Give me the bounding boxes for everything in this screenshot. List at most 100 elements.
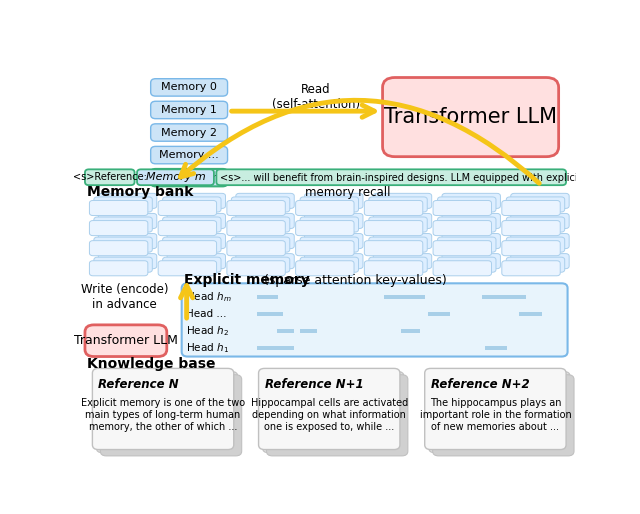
- Text: (sparse attention key-values): (sparse attention key-values): [256, 273, 447, 287]
- FancyBboxPatch shape: [150, 146, 228, 164]
- FancyBboxPatch shape: [373, 213, 432, 229]
- FancyBboxPatch shape: [150, 101, 228, 119]
- FancyBboxPatch shape: [158, 200, 216, 215]
- FancyBboxPatch shape: [296, 261, 354, 276]
- FancyBboxPatch shape: [100, 375, 242, 456]
- Text: Memory m: Memory m: [146, 172, 205, 182]
- FancyBboxPatch shape: [236, 253, 294, 269]
- FancyBboxPatch shape: [94, 257, 152, 272]
- Text: Explicit memory is one of the two
main types of long-term human
memory, the othe: Explicit memory is one of the two main t…: [81, 398, 245, 432]
- FancyBboxPatch shape: [266, 375, 408, 456]
- FancyBboxPatch shape: [373, 193, 432, 208]
- Text: Read
(self-attention): Read (self-attention): [271, 83, 360, 112]
- FancyBboxPatch shape: [373, 233, 432, 249]
- Text: Memory 1: Memory 1: [161, 105, 217, 115]
- FancyBboxPatch shape: [231, 257, 290, 272]
- FancyBboxPatch shape: [167, 213, 225, 229]
- FancyBboxPatch shape: [305, 253, 363, 269]
- FancyBboxPatch shape: [296, 221, 354, 235]
- FancyBboxPatch shape: [167, 233, 225, 249]
- FancyBboxPatch shape: [167, 253, 225, 269]
- Text: Memory 2: Memory 2: [161, 127, 217, 138]
- FancyBboxPatch shape: [506, 237, 564, 252]
- Bar: [519, 312, 543, 316]
- Text: Hippocampal cells are activated
depending on what information
one is exposed to,: Hippocampal cells are activated dependin…: [251, 398, 408, 432]
- FancyBboxPatch shape: [383, 78, 559, 157]
- FancyBboxPatch shape: [506, 197, 564, 212]
- Text: Head ...: Head ...: [186, 309, 226, 319]
- Bar: [276, 329, 294, 333]
- FancyBboxPatch shape: [90, 241, 148, 255]
- Text: memory recall: memory recall: [305, 186, 390, 199]
- FancyBboxPatch shape: [373, 253, 432, 269]
- Text: Transformer LLM: Transformer LLM: [74, 334, 178, 347]
- FancyBboxPatch shape: [90, 261, 148, 276]
- FancyBboxPatch shape: [296, 200, 354, 215]
- FancyBboxPatch shape: [158, 221, 216, 235]
- FancyBboxPatch shape: [433, 200, 492, 215]
- FancyBboxPatch shape: [85, 169, 134, 185]
- FancyBboxPatch shape: [236, 193, 294, 208]
- Text: Memory ...: Memory ...: [159, 150, 219, 160]
- FancyBboxPatch shape: [506, 257, 564, 272]
- Text: Memory 0: Memory 0: [161, 82, 217, 93]
- FancyBboxPatch shape: [216, 169, 566, 185]
- FancyBboxPatch shape: [163, 257, 221, 272]
- Text: Reference N+1: Reference N+1: [264, 378, 363, 391]
- FancyBboxPatch shape: [227, 221, 285, 235]
- FancyBboxPatch shape: [369, 197, 428, 212]
- FancyBboxPatch shape: [300, 197, 358, 212]
- FancyBboxPatch shape: [167, 193, 225, 208]
- FancyBboxPatch shape: [502, 241, 560, 255]
- FancyBboxPatch shape: [97, 372, 237, 453]
- Bar: [257, 312, 284, 316]
- FancyBboxPatch shape: [300, 237, 358, 252]
- FancyBboxPatch shape: [227, 200, 285, 215]
- FancyBboxPatch shape: [438, 197, 496, 212]
- FancyBboxPatch shape: [433, 375, 574, 456]
- Text: Knowledge base: Knowledge base: [88, 357, 216, 372]
- FancyBboxPatch shape: [90, 221, 148, 235]
- FancyBboxPatch shape: [150, 169, 228, 187]
- FancyBboxPatch shape: [236, 213, 294, 229]
- FancyBboxPatch shape: [364, 241, 423, 255]
- FancyBboxPatch shape: [99, 233, 157, 249]
- FancyBboxPatch shape: [442, 193, 500, 208]
- FancyBboxPatch shape: [442, 233, 500, 249]
- Text: Write (encode)
in advance: Write (encode) in advance: [81, 283, 168, 311]
- FancyBboxPatch shape: [506, 217, 564, 232]
- FancyBboxPatch shape: [231, 197, 290, 212]
- FancyBboxPatch shape: [305, 213, 363, 229]
- FancyBboxPatch shape: [90, 200, 148, 215]
- Text: <s>... will benefit from brain-inspired designs. LLM equipped with explicit memo: <s>... will benefit from brain-inspired …: [220, 172, 640, 182]
- Text: Transformer LLM: Transformer LLM: [384, 107, 557, 127]
- FancyBboxPatch shape: [511, 213, 569, 229]
- Bar: [428, 312, 450, 316]
- Text: The hippocampus plays an
important role in the formation
of new memories about .: The hippocampus plays an important role …: [420, 398, 572, 432]
- FancyBboxPatch shape: [94, 237, 152, 252]
- FancyBboxPatch shape: [296, 241, 354, 255]
- FancyBboxPatch shape: [163, 217, 221, 232]
- FancyBboxPatch shape: [300, 217, 358, 232]
- FancyBboxPatch shape: [511, 233, 569, 249]
- FancyBboxPatch shape: [305, 193, 363, 208]
- FancyBboxPatch shape: [429, 372, 570, 453]
- FancyBboxPatch shape: [305, 233, 363, 249]
- FancyBboxPatch shape: [262, 372, 404, 453]
- FancyBboxPatch shape: [94, 217, 152, 232]
- FancyBboxPatch shape: [369, 217, 428, 232]
- Text: Reference N+2: Reference N+2: [431, 378, 529, 391]
- FancyBboxPatch shape: [236, 233, 294, 249]
- FancyBboxPatch shape: [502, 200, 560, 215]
- FancyBboxPatch shape: [433, 241, 492, 255]
- FancyBboxPatch shape: [99, 213, 157, 229]
- FancyBboxPatch shape: [163, 197, 221, 212]
- Text: Memory m: Memory m: [159, 173, 219, 182]
- Bar: [257, 345, 294, 350]
- Bar: [482, 295, 525, 300]
- FancyBboxPatch shape: [511, 253, 569, 269]
- FancyBboxPatch shape: [150, 79, 228, 96]
- FancyBboxPatch shape: [369, 257, 428, 272]
- FancyBboxPatch shape: [158, 241, 216, 255]
- Text: Memory bank: Memory bank: [88, 185, 194, 199]
